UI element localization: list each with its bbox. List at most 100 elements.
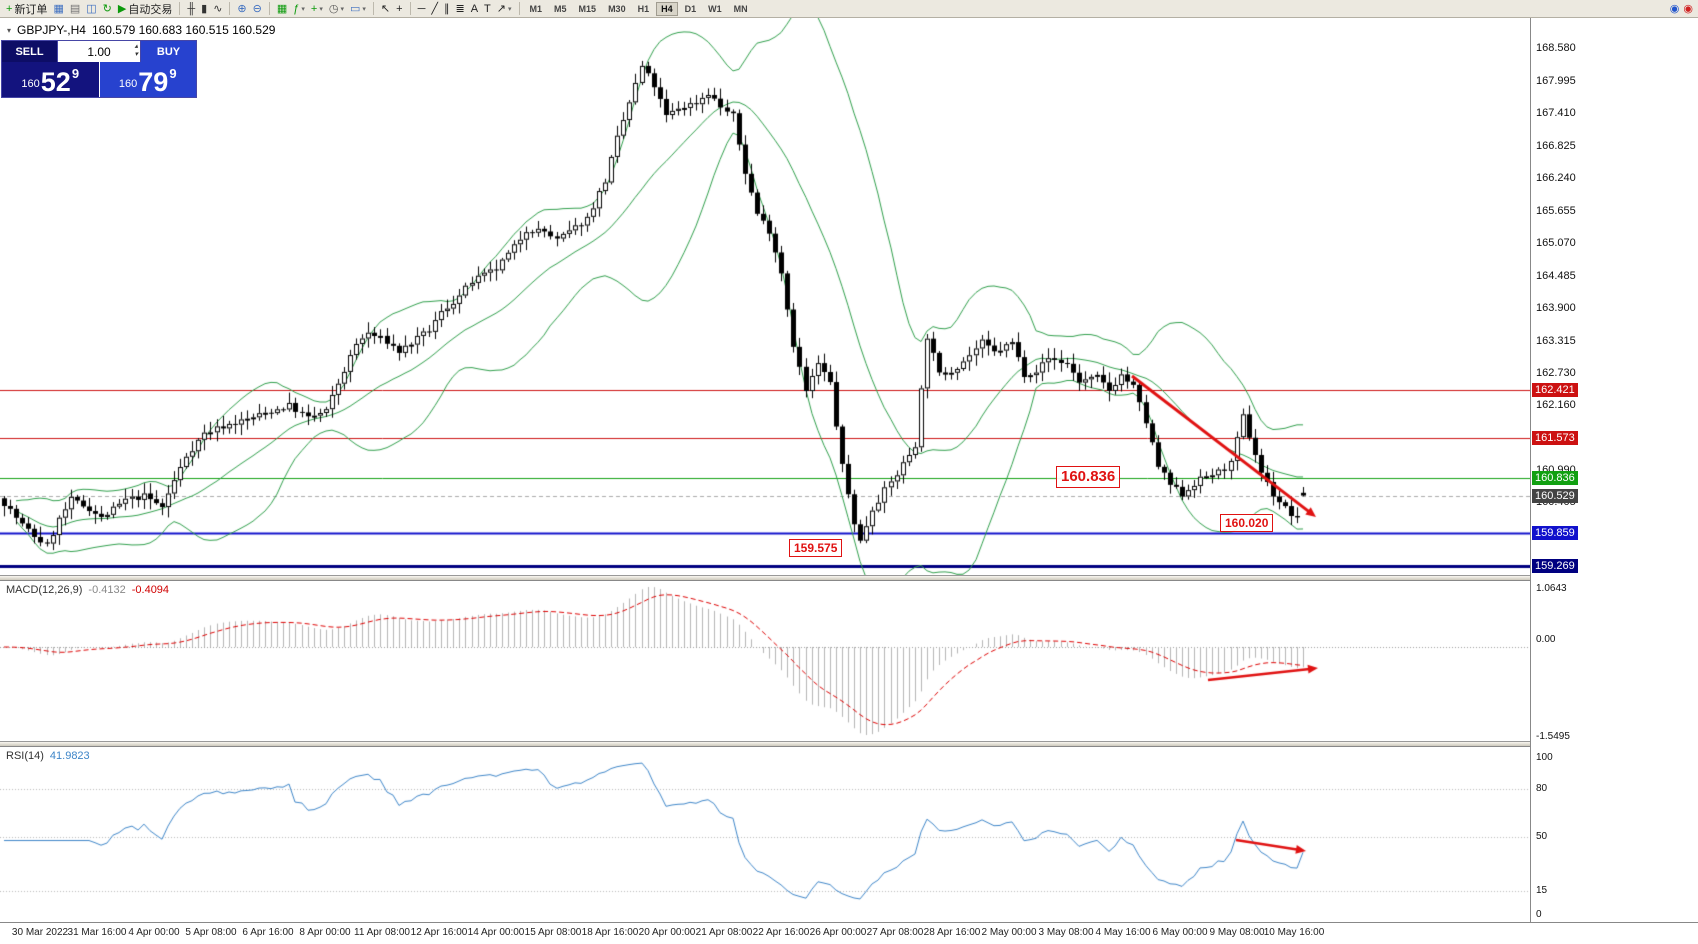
timeframe-d1[interactable]: D1 (684, 3, 697, 14)
rsi-scale-80: 80 (1536, 783, 1548, 795)
volume-spinner[interactable]: ▴ ▾ (134, 43, 138, 60)
buy-button[interactable]: BUY (140, 41, 196, 63)
price-scale-label: 166.240 (1536, 172, 1576, 185)
line-chart-icon[interactable]: ∿ (210, 1, 225, 17)
toolbar-separator (409, 2, 411, 15)
timeframe-w1[interactable]: W1 (708, 3, 722, 14)
indicators-icon: ƒ (293, 2, 300, 15)
time-axis-label: 20 Apr 00:00 (638, 927, 696, 938)
label-icon[interactable]: T (481, 1, 494, 17)
buy-price-big: 79 (138, 67, 169, 98)
chart-window-icon: ▦ (53, 2, 64, 15)
toolbar-separator (268, 2, 270, 15)
line-chart-icon: ∿ (213, 2, 223, 15)
macd-label: MACD(12,26,9) -0.4132 -0.4094 (6, 584, 169, 596)
fibonacci-icon[interactable]: ≣ (452, 1, 467, 17)
price-scale-label: 163.900 (1536, 302, 1576, 315)
time-axis-label: 30 Mar 2022 (11, 927, 69, 938)
time-axis[interactable]: 30 Mar 2022 31 Mar 16:00 4 Apr 00:00 5 Apr … (0, 922, 1698, 944)
buy-price[interactable]: 160 79 9 (99, 62, 196, 98)
price-tag-162.421: 162.421 (1532, 383, 1578, 398)
time-axis-label: 28 Apr 16:00 (923, 927, 981, 938)
period-icon[interactable]: ◷ ▾ (326, 1, 347, 17)
timeframe-mn[interactable]: MN (733, 3, 748, 14)
label-icon: T (484, 2, 491, 15)
volume-down-icon[interactable]: ▾ (134, 51, 138, 59)
timeframe-h1[interactable]: H1 (637, 3, 650, 14)
macd-canvas[interactable] (0, 581, 1530, 741)
macd-value-main: -0.4132 (88, 584, 126, 596)
bar-chart-icon[interactable]: ╫ (184, 1, 198, 17)
print-icon: ▤ (69, 2, 81, 15)
refresh-icon: ↻ (102, 2, 112, 15)
add-indicator-icon-dropdown[interactable]: ▾ (319, 5, 323, 13)
community-icon[interactable]: ◉ (1669, 2, 1680, 15)
autotrade-button-label: 自动交易 (128, 3, 173, 16)
buy-price-prefix: 160 (118, 78, 138, 90)
grid-icon: ▦ (276, 2, 288, 15)
zoom-in-icon[interactable]: ⊕ (234, 1, 249, 17)
autotrade-button[interactable]: ▶ 自动交易 (115, 1, 175, 17)
panel-separator[interactable] (0, 575, 1698, 581)
price-tag-160.529: 160.529 (1532, 488, 1578, 503)
templates-icon[interactable]: ▭ ▾ (347, 1, 369, 17)
panel-separator[interactable] (0, 741, 1698, 747)
rsi-canvas[interactable] (0, 747, 1530, 922)
refresh-icon[interactable]: ↻ (100, 1, 115, 17)
timeframe-m15[interactable]: M15 (578, 3, 597, 14)
price-scale[interactable]: 168.580 167.995 167.410 166.825 166.240 165.6… (1530, 18, 1698, 922)
hline-icon[interactable]: ─ (415, 1, 429, 17)
time-axis-label: 26 Apr 00:00 (809, 927, 867, 938)
crosshair-icon: + (396, 2, 403, 15)
price-scale-label: 164.485 (1536, 269, 1576, 282)
price-scale-label: 167.410 (1536, 107, 1576, 120)
volume-value[interactable]: 1.00 (87, 44, 111, 59)
timeframe-m30[interactable]: M30 (608, 3, 626, 14)
period-icon: ◷ (328, 2, 339, 15)
price-annotation-160.836[interactable]: 160.836 (1056, 466, 1121, 489)
text-icon[interactable]: A (468, 1, 481, 17)
shapes-icon-dropdown[interactable]: ▾ (508, 5, 512, 13)
candlestick-chart-icon[interactable]: ▮ (198, 1, 210, 17)
templates-icon-dropdown[interactable]: ▾ (362, 5, 366, 13)
crosshair-icon[interactable]: + (393, 1, 405, 17)
volume-up-icon[interactable]: ▴ (134, 43, 138, 50)
indicators-icon-dropdown[interactable]: ▾ (301, 5, 305, 13)
channel-icon[interactable]: ∥ (441, 1, 453, 17)
price-annotation-160.020[interactable]: 160.020 (1220, 514, 1274, 533)
shapes-icon[interactable]: ↗ ▾ (494, 1, 515, 17)
price-annotation-159.575[interactable]: 159.575 (789, 539, 843, 558)
time-axis-label: 8 Apr 00:00 (299, 927, 351, 938)
indicators-icon[interactable]: ƒ ▾ (290, 1, 308, 17)
volume-input[interactable]: 1.00 ▴ ▾ (58, 41, 140, 63)
sell-price[interactable]: 160 52 9 (2, 62, 100, 97)
new-order-icon: + (6, 2, 13, 15)
sell-button[interactable]: SELL (2, 41, 58, 63)
rsi-scale-100: 100 (1536, 752, 1553, 763)
toolbar-separator (179, 2, 181, 15)
toolbar-right-icons: ◉ ◉ (1670, 1, 1695, 17)
price-scale-label: 162.730 (1536, 367, 1576, 380)
cursor-icon[interactable]: ↖ (378, 1, 393, 17)
grid-icon[interactable]: ▦ (274, 1, 290, 17)
new-order-button[interactable]: + 新订单 (3, 1, 50, 17)
zoom-out-icon[interactable]: ⊖ (250, 1, 265, 17)
main-chart-canvas[interactable] (0, 18, 1530, 575)
period-icon-dropdown[interactable]: ▾ (340, 5, 344, 13)
candlestick-chart-icon: ▮ (201, 2, 208, 15)
print-icon[interactable]: ▤ (67, 1, 83, 17)
one-click-toggle-icon[interactable]: ▾ (7, 25, 12, 35)
chart-ohlc: 160.579 160.683 160.515 160.529 (91, 23, 276, 37)
timeframe-m5[interactable]: M5 (554, 3, 567, 14)
alerts-icon[interactable]: ◉ (1683, 2, 1693, 15)
time-axis-label: 27 Apr 08:00 (866, 927, 924, 938)
data-window-icon: ◫ (86, 2, 97, 15)
data-window-icon[interactable]: ◫ (83, 1, 99, 17)
timeframe-h4[interactable]: H4 (656, 1, 678, 16)
time-axis-label: 4 Apr 00:00 (128, 927, 180, 938)
timeframe-m1[interactable]: M1 (529, 3, 543, 14)
chart-window-icon[interactable]: ▦ (50, 1, 66, 17)
add-indicator-icon[interactable]: + ▾ (308, 1, 326, 17)
trendline-icon[interactable]: ╱ (428, 1, 441, 17)
